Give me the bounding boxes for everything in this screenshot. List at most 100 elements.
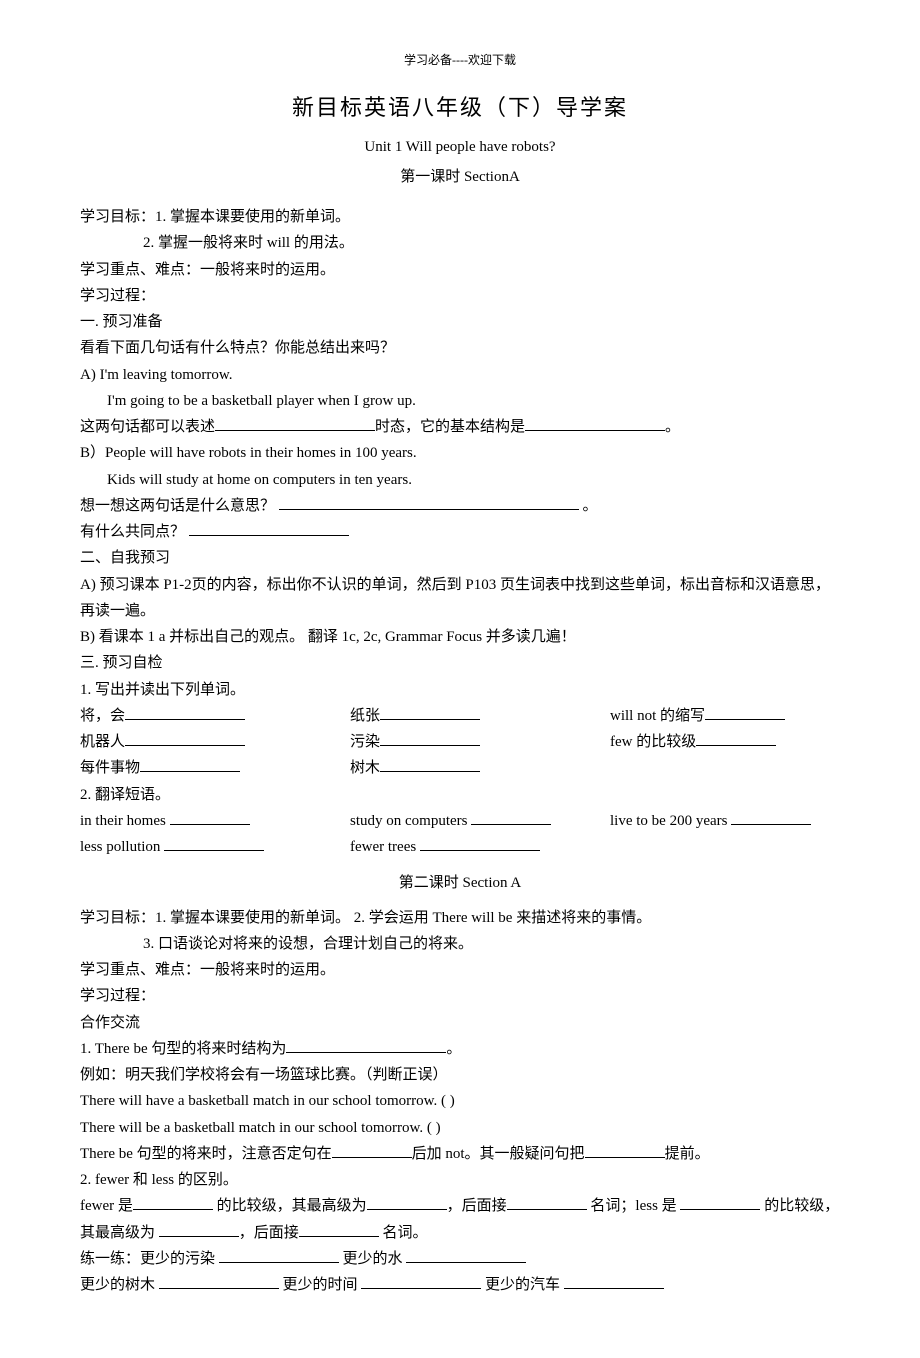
- vocab-3a: 每件事物: [80, 760, 140, 776]
- subtitle-en: Unit 1 Will people have robots?: [80, 134, 840, 160]
- vocab-row-1: 将，会 纸张 will not 的缩写: [80, 703, 840, 729]
- l2-least-line: 其最高级为 ，后面接 名词。: [80, 1220, 840, 1246]
- l2-prac1-a: 练一练：更少的污染: [80, 1251, 219, 1267]
- l2-goal-1: 学习目标：1. 掌握本课要使用的新单词。 2. 学会运用 There will …: [80, 905, 840, 931]
- section-1-heading: 一. 预习准备: [80, 309, 840, 335]
- blank-vocab-2a[interactable]: [125, 731, 245, 746]
- section-3-item-1: 1. 写出并读出下列单词。: [80, 677, 840, 703]
- blank-least-1[interactable]: [159, 1222, 239, 1237]
- l2-fewer-d: 名词；less 是: [587, 1198, 681, 1214]
- phrase-row-1: in their homes study on computers live t…: [80, 808, 840, 834]
- inference-end: 。: [665, 419, 680, 435]
- blank-less-1[interactable]: [680, 1195, 760, 1210]
- section-3-heading: 三. 预习自检: [80, 650, 840, 676]
- blank-phrase-2b[interactable]: [420, 836, 540, 851]
- l2-practice-2: 更少的树木 更少的时间 更少的汽车: [80, 1272, 840, 1298]
- blank-prac-trees[interactable]: [159, 1274, 279, 1289]
- document-page: 学习必备----欢迎下载 新目标英语八年级（下）导学案 Unit 1 Will …: [0, 0, 920, 1358]
- blank-vocab-3b[interactable]: [380, 757, 480, 772]
- blank-phrase-1b[interactable]: [471, 810, 551, 825]
- phrase-2b: fewer trees: [350, 839, 416, 855]
- section-2-b: B) 看课本 1 a 并标出自己的观点。 翻译 1c, 2c, Grammar …: [80, 624, 840, 650]
- l2-process: 学习过程：: [80, 983, 840, 1009]
- l2-least-c: 名词。: [379, 1225, 428, 1241]
- blank-fewer-2[interactable]: [367, 1195, 447, 1210]
- process-line: 学习过程：: [80, 283, 840, 309]
- blank-common[interactable]: [189, 521, 349, 536]
- vocab-3b: 树木: [350, 760, 380, 776]
- l2-fewer-c: ，后面接: [447, 1198, 507, 1214]
- l2-1-end: 。: [446, 1041, 461, 1057]
- blank-prac-water[interactable]: [406, 1248, 526, 1263]
- l2-ex2: There will be a basketball match in our …: [80, 1115, 840, 1141]
- blank-prac-time[interactable]: [361, 1274, 481, 1289]
- page-header: 学习必备----欢迎下载: [80, 50, 840, 71]
- goals-line-1: 学习目标：1. 掌握本课要使用的新单词。: [80, 204, 840, 230]
- l2-example: 例如：明天我们学校将会有一场篮球比赛。（判断正误）: [80, 1062, 840, 1088]
- blank-therebe[interactable]: [286, 1038, 446, 1053]
- phrase-1b: study on computers: [350, 813, 468, 829]
- blank-prac-pollution[interactable]: [219, 1248, 339, 1263]
- blank-tense[interactable]: [215, 416, 375, 431]
- section-2-a: A) 预习课本 P1-2页的内容，标出你不认识的单词，然后到 P103 页生词表…: [80, 572, 840, 625]
- vocab-2b: 污染: [350, 734, 380, 750]
- inference-mid: 时态，它的基本结构是: [375, 419, 525, 435]
- blank-fewer-1[interactable]: [133, 1195, 213, 1210]
- blank-vocab-2b[interactable]: [380, 731, 480, 746]
- example-a2: I'm going to be a basketball player when…: [80, 388, 840, 414]
- blank-vocab-1c[interactable]: [705, 705, 785, 720]
- blank-phrase-1c[interactable]: [731, 810, 811, 825]
- l2-ex1: There will have a basketball match in ou…: [80, 1088, 840, 1114]
- blank-vocab-3a[interactable]: [140, 757, 240, 772]
- l2-prac1-b: 更少的水: [339, 1251, 407, 1267]
- l2-item-2: 2. fewer 和 less 的区别。: [80, 1167, 840, 1193]
- section-1-question: 看看下面几句话有什么特点？你能总结出来吗？: [80, 335, 840, 361]
- l2-fewer-b: 的比较级，其最高级为: [213, 1198, 367, 1214]
- l2-practice-1: 练一练：更少的污染 更少的水: [80, 1246, 840, 1272]
- l2-prac2-a: 更少的树木: [80, 1277, 159, 1293]
- l2-fewer-a: fewer 是: [80, 1198, 133, 1214]
- inference-line: 这两句话都可以表述时态，它的基本结构是。: [80, 414, 840, 440]
- blank-phrase-1a[interactable]: [170, 810, 250, 825]
- blank-least-2[interactable]: [299, 1222, 379, 1237]
- blank-neg[interactable]: [332, 1143, 412, 1158]
- main-title: 新目标英语八年级（下）导学案: [80, 89, 840, 128]
- vocab-2c: few 的比较级: [610, 734, 696, 750]
- blank-vocab-2c[interactable]: [696, 731, 776, 746]
- phrase-1c: live to be 200 years: [610, 813, 727, 829]
- blank-fewer-3[interactable]: [507, 1195, 587, 1210]
- l2-least-b: ，后面接: [239, 1225, 299, 1241]
- blank-prac-cars[interactable]: [564, 1274, 664, 1289]
- example-b1: B）People will have robots in their homes…: [80, 440, 840, 466]
- blank-ques[interactable]: [585, 1143, 665, 1158]
- vocab-2a: 机器人: [80, 734, 125, 750]
- section-3-item-2: 2. 翻译短语。: [80, 782, 840, 808]
- l2-goal-2: 3. 口语谈论对将来的设想，合理计划自己的将来。: [80, 931, 840, 957]
- l2-prac2-c: 更少的汽车: [481, 1277, 564, 1293]
- focus-line: 学习重点、难点：一般将来时的运用。: [80, 257, 840, 283]
- think-pre: 想一想这两句话是什么意思？: [80, 498, 275, 514]
- blank-phrase-2a[interactable]: [164, 836, 264, 851]
- l2-note: There be 句型的将来时，注意否定句在后加 not。其一般疑问句把提前。: [80, 1141, 840, 1167]
- phrase-row-2: less pollution fewer trees: [80, 834, 840, 860]
- l2-note-mid: 后加 not。其一般疑问句把: [412, 1146, 585, 1162]
- phrase-1a: in their homes: [80, 813, 166, 829]
- l2-fewer-e: 的比较级，: [760, 1198, 839, 1214]
- vocab-1b: 纸张: [350, 708, 380, 724]
- l2-1-pre: 1. There be 句型的将来时结构为: [80, 1041, 286, 1057]
- vocab-1a: 将，会: [80, 708, 125, 724]
- l2-focus: 学习重点、难点：一般将来时的运用。: [80, 957, 840, 983]
- blank-vocab-1a[interactable]: [125, 705, 245, 720]
- phrase-2a: less pollution: [80, 839, 160, 855]
- example-b2: Kids will study at home on computers in …: [80, 467, 840, 493]
- blank-structure[interactable]: [525, 416, 665, 431]
- blank-vocab-1b[interactable]: [380, 705, 480, 720]
- l2-item-1: 1. There be 句型的将来时结构为 。: [80, 1036, 840, 1062]
- l2-prac2-b: 更少的时间: [279, 1277, 362, 1293]
- l2-least-a: 其最高级为: [80, 1225, 159, 1241]
- section-2-heading: 二、自我预习: [80, 545, 840, 571]
- vocab-row-2: 机器人 污染 few 的比较级: [80, 729, 840, 755]
- vocab-1c: will not 的缩写: [610, 708, 705, 724]
- blank-meaning[interactable]: [279, 495, 579, 510]
- vocab-row-3: 每件事物 树木: [80, 755, 840, 781]
